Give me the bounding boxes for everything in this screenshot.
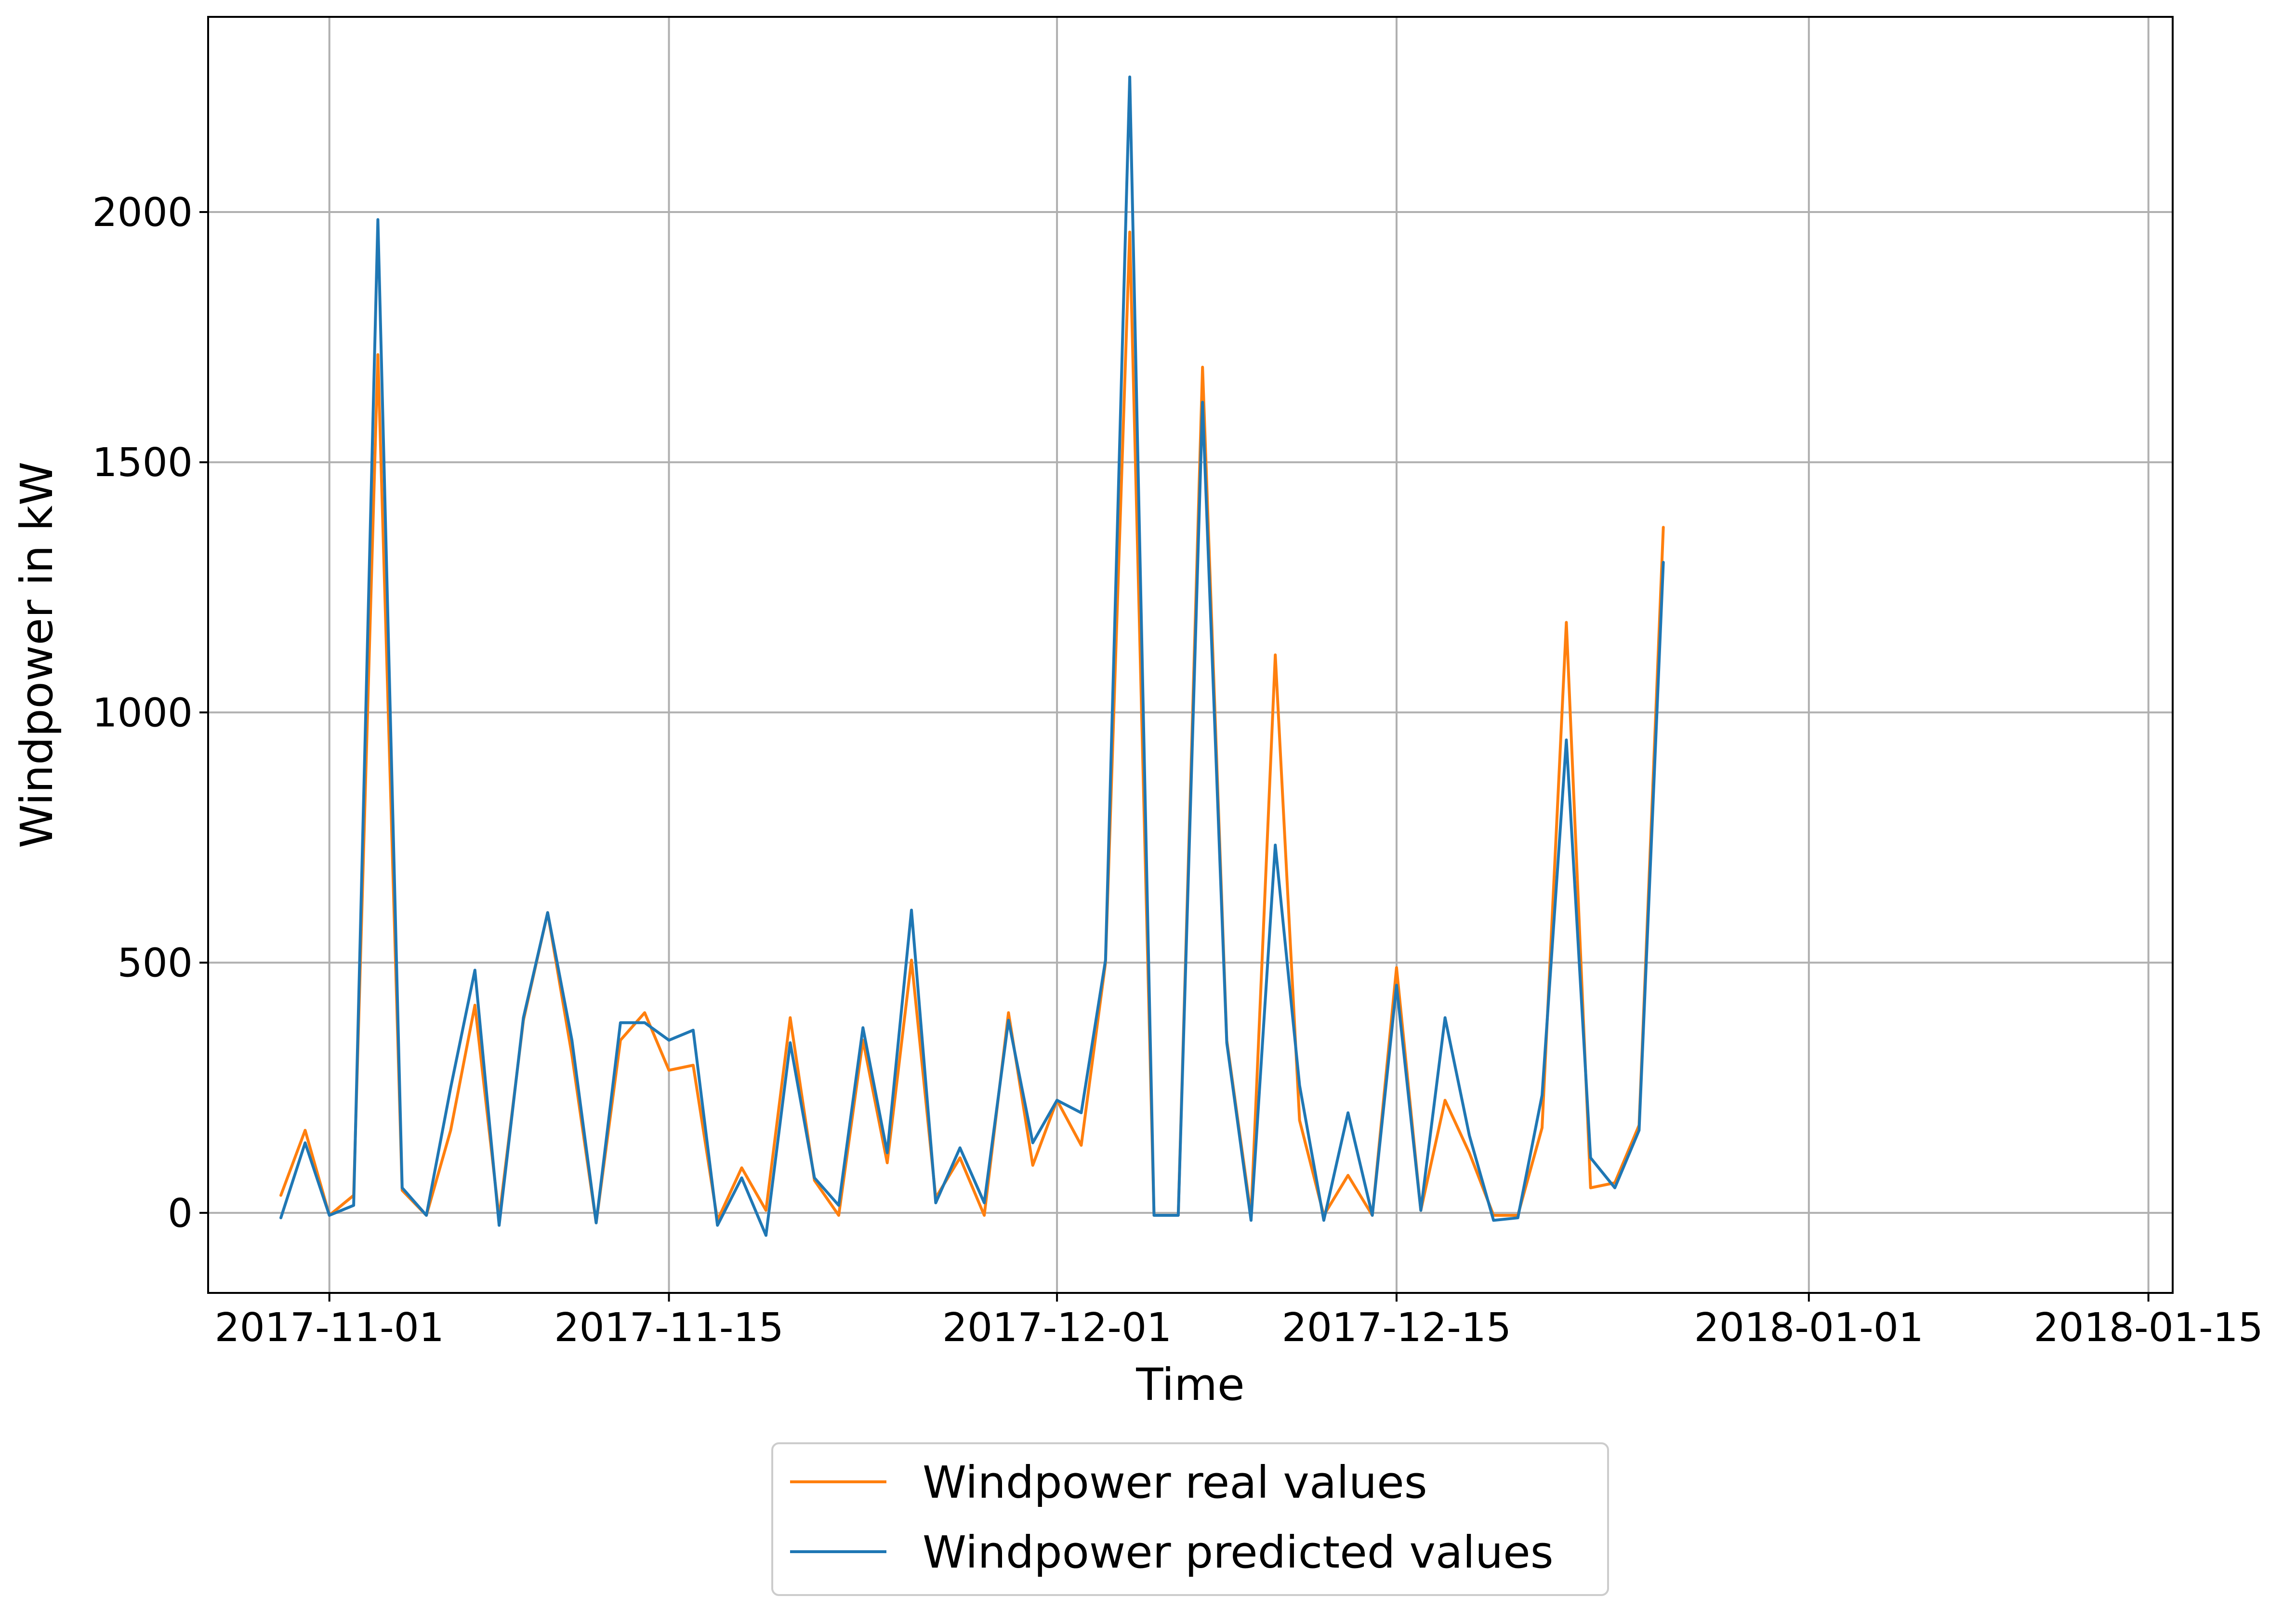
legend-label-real: Windpower real values (923, 1457, 1427, 1508)
x-tick-label: 2017-12-01 (942, 1305, 1172, 1351)
x-tick-label: 2018-01-15 (2033, 1305, 2263, 1351)
plot-area-frame (207, 16, 2174, 1294)
x-tick-label: 2017-12-15 (1282, 1305, 1512, 1351)
y-tick-label: 2000 (92, 190, 193, 236)
legend-box (771, 1442, 1609, 1596)
y-axis-title: Windpower in kW (11, 462, 63, 848)
x-tick-label: 2017-11-15 (554, 1305, 784, 1351)
y-tick-label: 0 (168, 1191, 193, 1237)
y-tick-label: 1000 (92, 690, 193, 736)
x-tick-label: 2018-01-01 (1694, 1305, 1924, 1351)
legend-label-predicted: Windpower predicted values (923, 1527, 1554, 1578)
y-tick-label: 500 (117, 941, 193, 986)
series-line-predicted-values (279, 75, 1665, 1237)
x-axis-title: Time (1135, 1359, 1244, 1410)
legend: Windpower real values Windpower predicted… (771, 1442, 1609, 1596)
series-lines (279, 75, 1665, 1237)
axis-ticks: 2017-11-01 2017-11-15 2017-12-01 2017-12-15… (92, 190, 2263, 1351)
y-tick-label: 1500 (92, 440, 193, 486)
x-tick-label: 2017-11-01 (214, 1305, 444, 1351)
